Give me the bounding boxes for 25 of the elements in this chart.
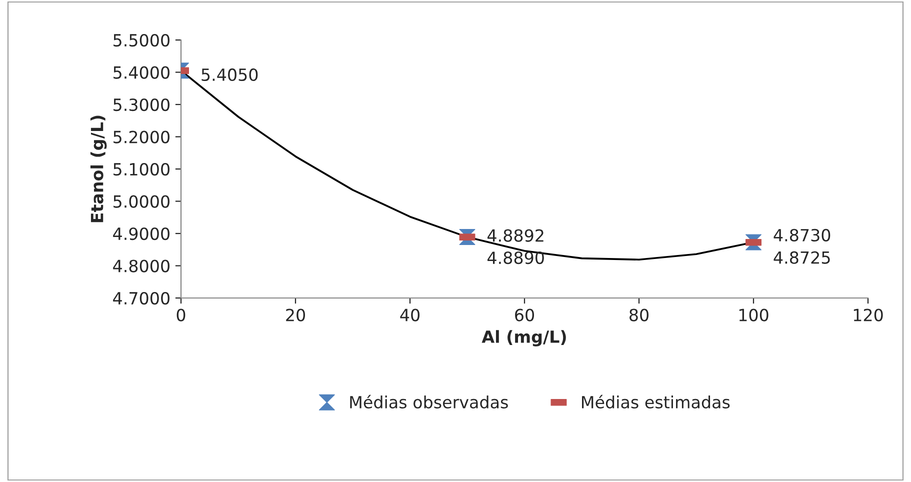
x-tick-label: 0 — [176, 308, 186, 322]
data-label: 4.8890 — [488, 252, 544, 264]
x-tick-label: 100 — [739, 308, 768, 322]
y-tick-label: 5.5000 — [114, 34, 170, 47]
y-tick-label: 4.7000 — [113, 292, 170, 305]
data-label: 5.4050 — [202, 68, 258, 82]
y-axis-title: Etanol (g/L) — [90, 116, 107, 222]
y-tick-label: 5.4000 — [114, 66, 170, 79]
x-tick-label: 60 — [515, 308, 534, 322]
x-tick-label: 40 — [400, 308, 420, 322]
legend-label: Médias observadas — [350, 394, 508, 408]
y-tick-label: 5.3000 — [114, 98, 170, 112]
y-tick-label: 5.2000 — [114, 130, 170, 144]
data-label: 4.8730 — [774, 228, 830, 242]
x-tick-label: 80 — [630, 308, 648, 322]
x-tick-label: 120 — [854, 308, 883, 322]
x-axis-title: Al (mg/L) — [482, 330, 566, 346]
data-label: 4.8725 — [774, 251, 830, 264]
data-label: 4.8892 — [488, 229, 544, 242]
y-tick-label: 4.8000 — [113, 260, 170, 272]
y-tick-label: 4.9000 — [113, 227, 170, 240]
y-tick-label: 5.0000 — [114, 195, 170, 208]
legend-label: Médias estimadas — [582, 394, 730, 408]
y-tick-label: 5.1000 — [114, 162, 170, 176]
x-tick-label: 20 — [286, 308, 305, 322]
